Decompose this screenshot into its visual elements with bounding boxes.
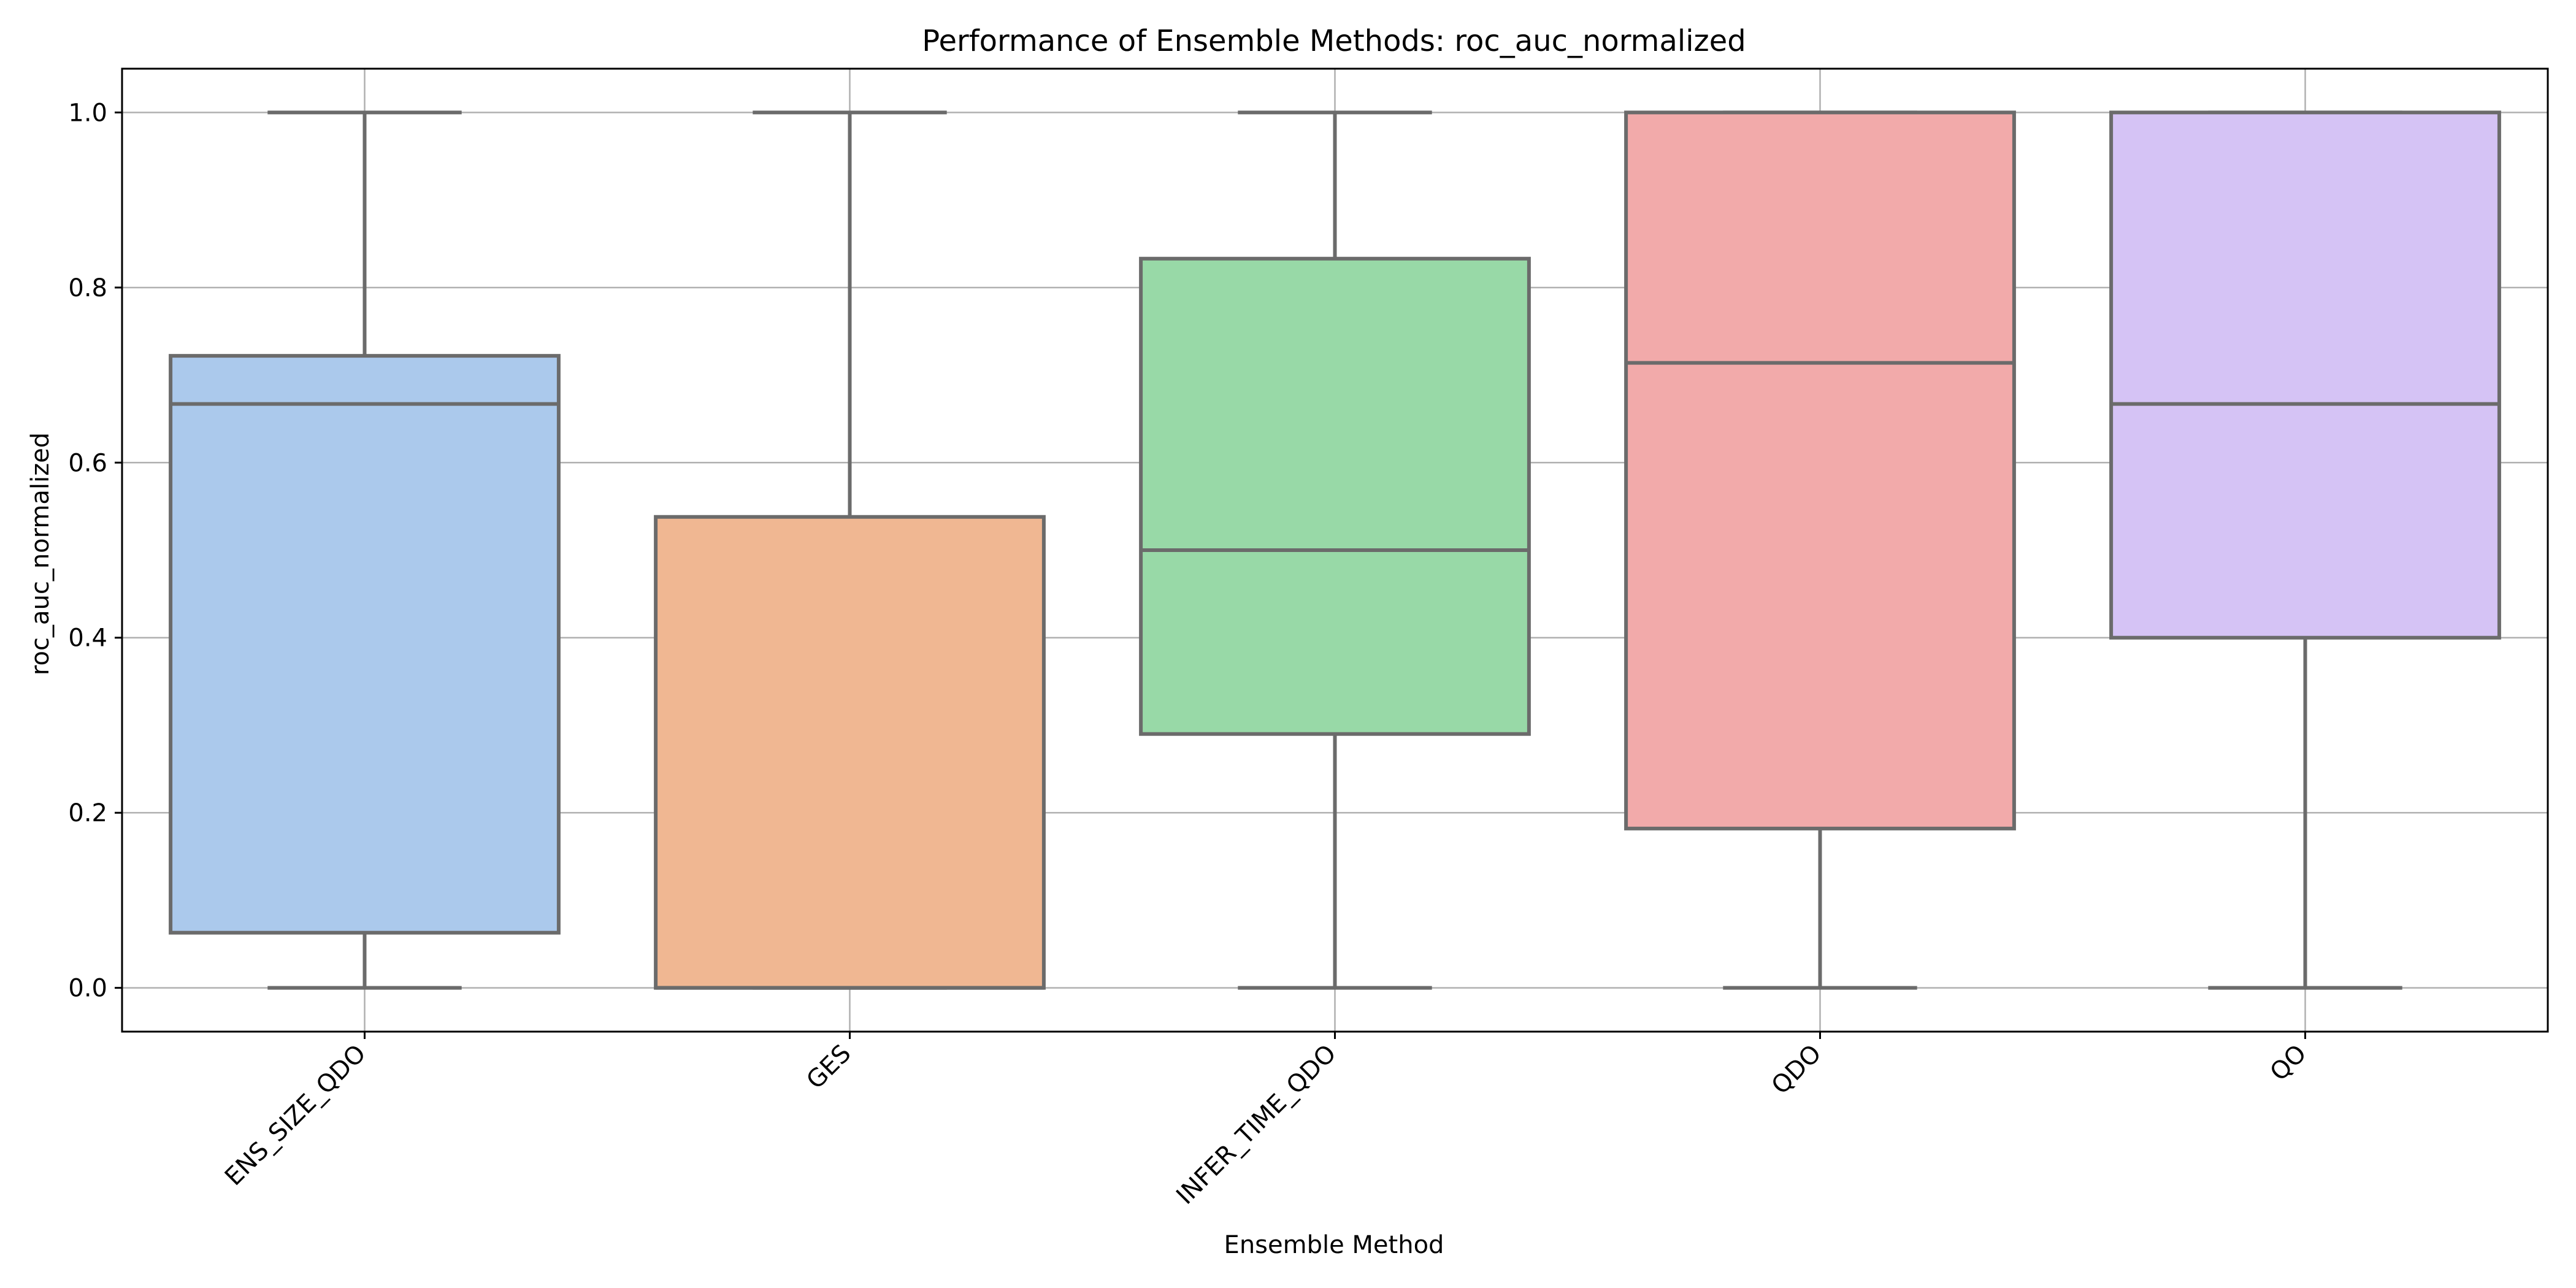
x-axis-ticks: ENS_SIZE_QDO GES INFER_TIME_QDO QDO QO	[220, 1032, 2312, 1210]
x-tick-label: ENS_SIZE_QDO	[220, 1040, 372, 1192]
box-series	[169, 110, 2501, 990]
x-tick-label: INFER_TIME_QDO	[1171, 1040, 1341, 1210]
iqr-box	[1139, 256, 1531, 736]
iqr-box	[2109, 110, 2501, 640]
box-group	[2109, 110, 2501, 990]
y-tick-label: 0.8	[68, 274, 107, 302]
x-tick-label: QO	[2265, 1040, 2312, 1087]
iqr-box	[654, 515, 1046, 990]
x-axis-label: Ensemble Method	[1224, 1231, 1444, 1259]
y-axis-ticks: 0.0 0.2 0.4 0.6 0.8 1.0	[68, 99, 122, 1003]
y-tick-label: 0.4	[68, 624, 107, 653]
iqr-box	[1624, 110, 2016, 830]
box-group	[1139, 110, 1531, 990]
iqr-box	[169, 354, 561, 935]
x-tick-label: QDO	[1766, 1040, 1827, 1100]
y-tick-label: 0.2	[68, 799, 107, 827]
box-group	[1624, 110, 2016, 990]
chart-title: Performance of Ensemble Methods: roc_auc…	[922, 24, 1746, 58]
box-group	[654, 110, 1046, 990]
y-tick-label: 1.0	[68, 99, 107, 127]
y-axis-label: roc_auc_normalized	[26, 432, 55, 675]
y-tick-label: 0.0	[68, 975, 107, 1003]
box-group	[169, 110, 561, 990]
y-tick-label: 0.6	[68, 449, 107, 477]
x-tick-label: GES	[801, 1040, 856, 1095]
